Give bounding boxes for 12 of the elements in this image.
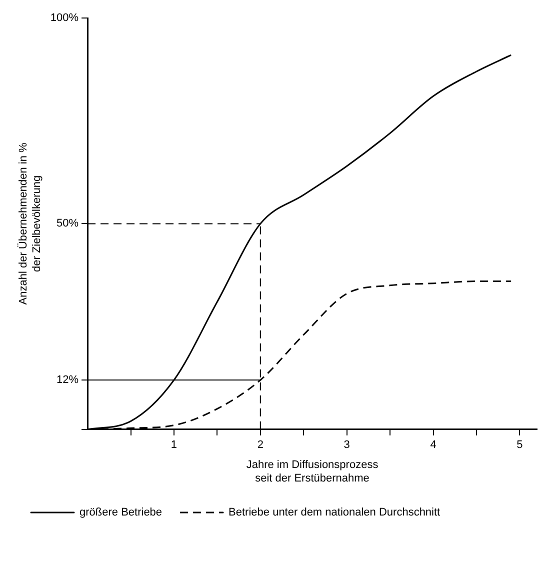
legend-label: Betriebe unter dem nationalen Durchschnitt [228,506,440,519]
x-tick-label: 4 [430,439,436,452]
y-tick-label: 100% [50,12,79,24]
x-tick-label: 2 [257,439,264,452]
y-tick-label: 12% [56,374,79,386]
y-tick-label: 50% [56,218,79,230]
x-tick-label: 5 [516,439,523,452]
x-axis-title: Jahre im Diffusionsprozess seit der Erstübernahme [246,459,379,484]
x-tick-label: 1 [170,439,178,452]
legend-label: größere Betriebe [80,506,162,519]
y-axis-title: Anzahl der Übernehmenden in % der Zielbevölkerung [16,142,43,305]
x-tick-label: 3 [344,439,350,452]
